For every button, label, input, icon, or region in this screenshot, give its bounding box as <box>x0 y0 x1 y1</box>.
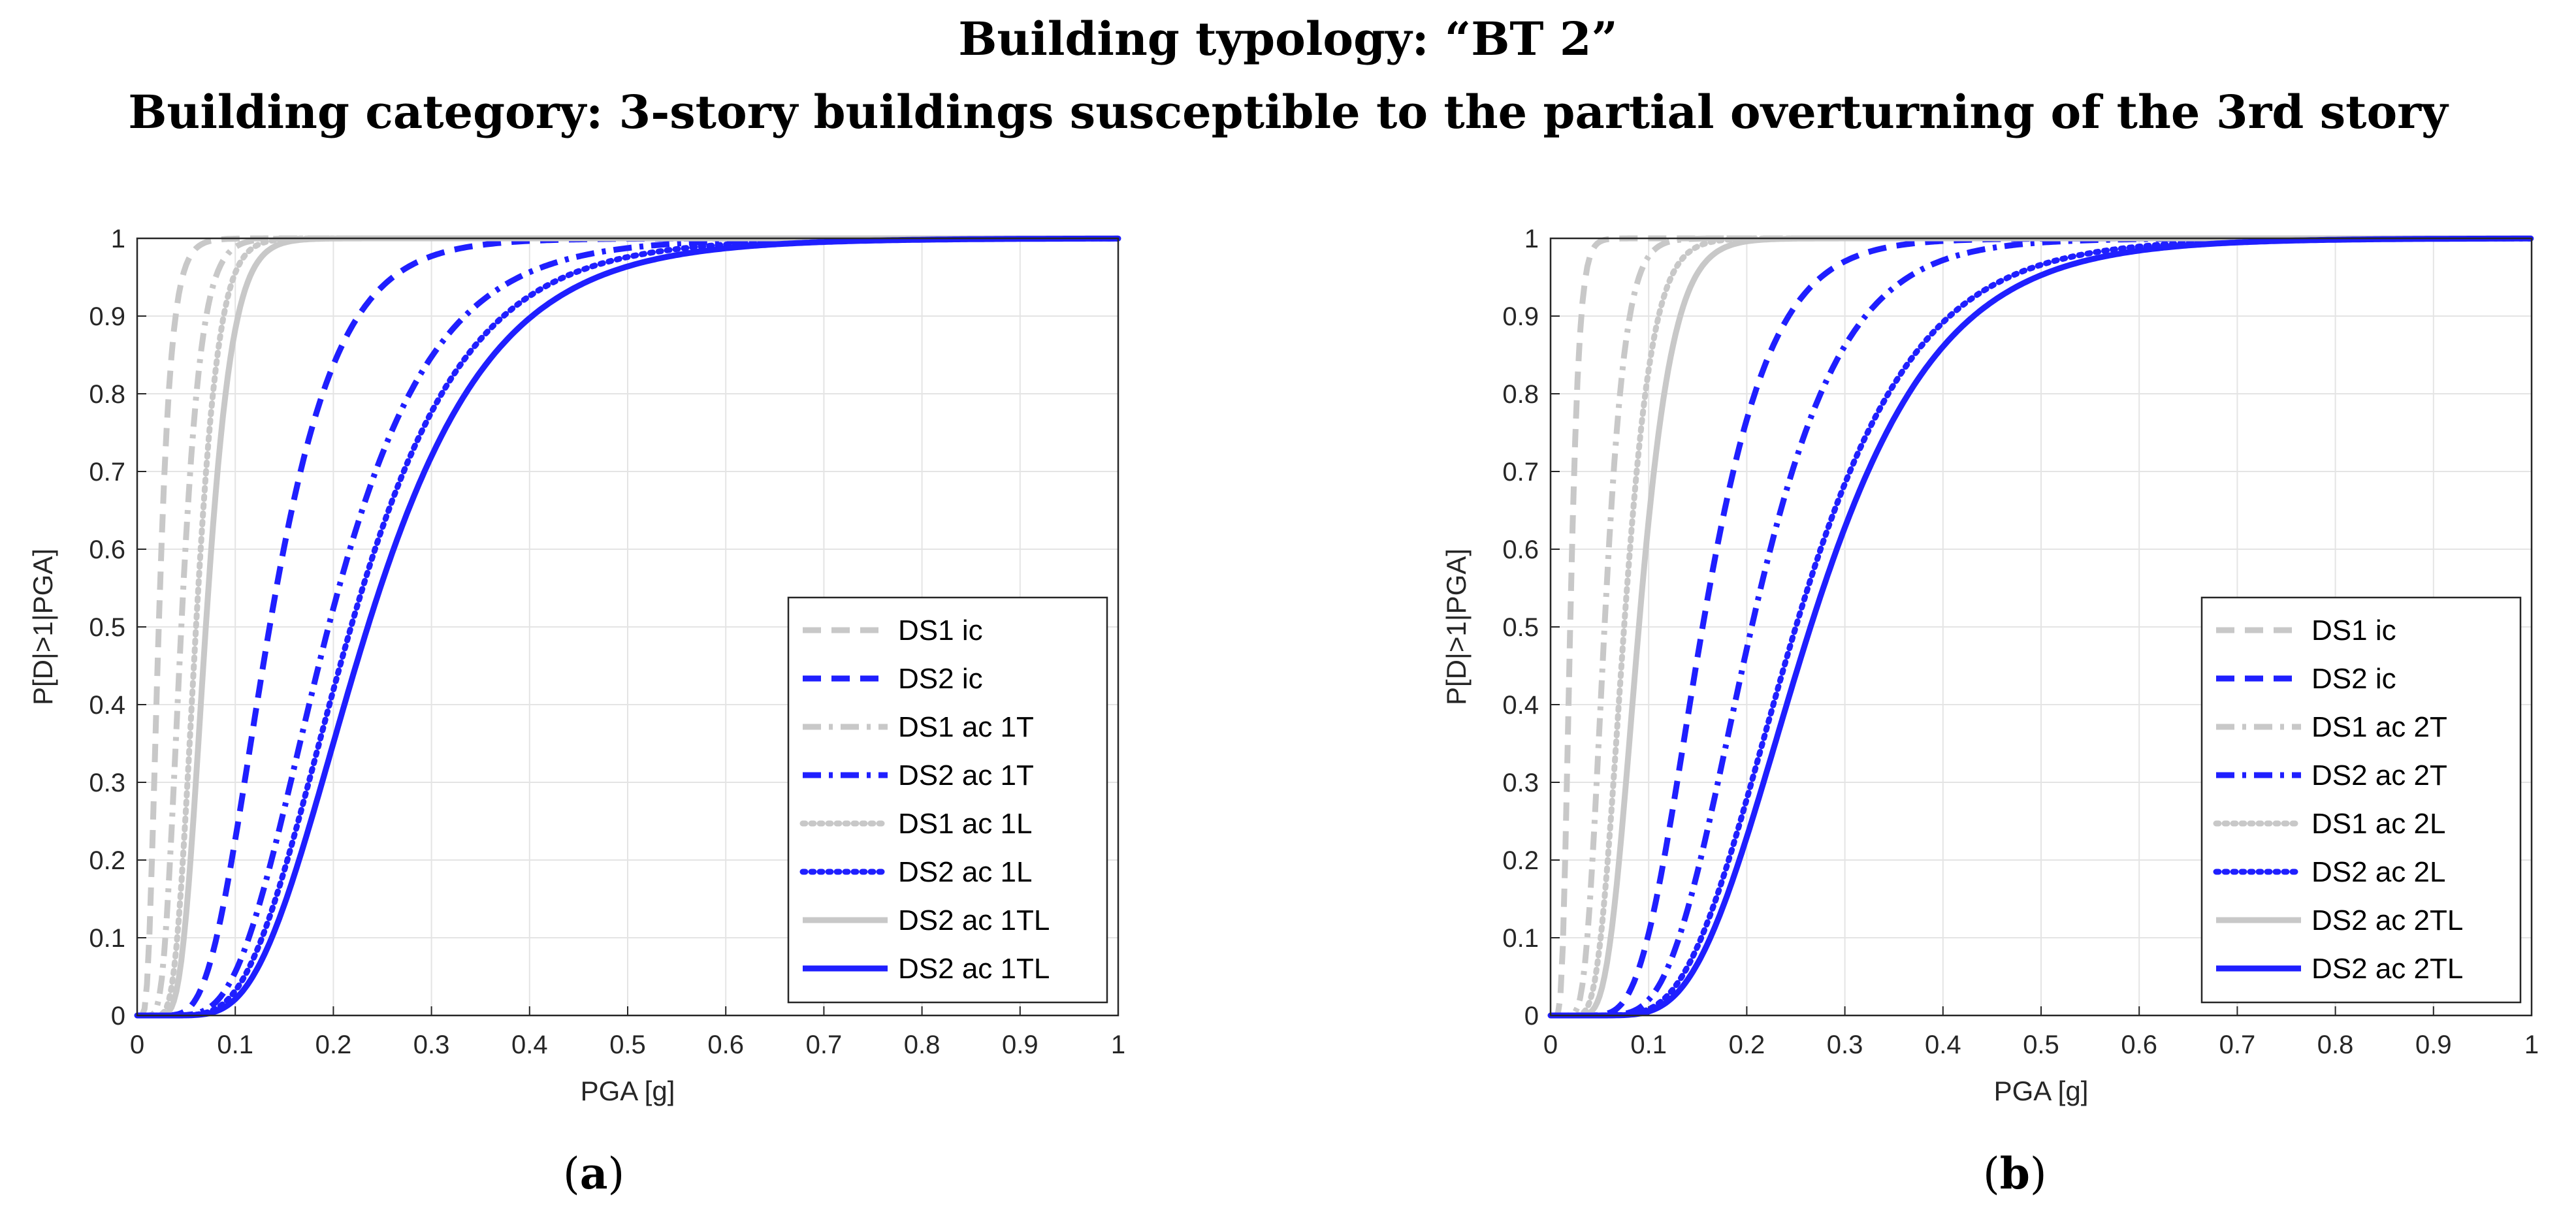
x-tick-label: 0.3 <box>413 1030 450 1059</box>
y-tick-label: 0.7 <box>89 458 125 487</box>
y-tick-label: 0.2 <box>89 846 125 875</box>
x-tick-label: 0.7 <box>2219 1030 2256 1059</box>
x-tick-label: 0.1 <box>1630 1030 1667 1059</box>
series-line <box>1551 235 2532 1019</box>
x-tick-label: 0 <box>130 1030 144 1059</box>
x-tick-label: 0.8 <box>2317 1030 2354 1059</box>
x-tick-label: 0.5 <box>2023 1030 2059 1059</box>
x-tick-label: 0 <box>1543 1030 1558 1059</box>
y-tick-label: 0.4 <box>1502 691 1539 720</box>
y-axis-label: P[D|>1|PGA] <box>1441 549 1472 705</box>
caption-b-letter: b <box>1999 1148 2030 1199</box>
legend-entry: DS2 ac 1TL <box>898 953 1050 985</box>
legend-entry: DS1 ic <box>2311 614 2396 646</box>
y-tick-label: 1 <box>1524 225 1539 253</box>
figure-title: Building typology: “BT 2” <box>958 12 1618 66</box>
series-line <box>1551 235 2532 1019</box>
x-tick-label: 1 <box>1111 1030 1125 1059</box>
x-tick-label: 0.2 <box>1729 1030 1765 1059</box>
legend-entry: DS2 ic <box>2311 663 2396 695</box>
y-tick-label: 0.1 <box>1502 924 1539 953</box>
y-tick-label: 0 <box>1524 1002 1539 1030</box>
y-tick-label: 0.4 <box>89 691 125 720</box>
legend-box <box>787 596 1108 1004</box>
x-tick-label: 0.3 <box>1827 1030 1863 1059</box>
caption-a-letter: a <box>579 1148 608 1199</box>
caption-b: (b) <box>1983 1148 2047 1199</box>
axes-frame <box>1549 237 2533 1017</box>
chart-b: 0 0.1 0.2 0.3 0.4 0.5 0.6 0.7 0.8 0.9 1 0 0.1 0.2 0.3 0… <box>1441 225 2539 1106</box>
y-tick-label: 0.8 <box>1502 380 1539 409</box>
y-axis-label: P[D|>1|PGA] <box>27 549 58 705</box>
legend-entry: DS2 ac 1L <box>898 856 1032 888</box>
legend-entry: DS2 ac 1T <box>898 759 1034 791</box>
legend-entry: DS2 ac 1TL <box>898 904 1050 936</box>
legend-entry: DS2 ic <box>898 663 983 695</box>
y-tick-label: 0.7 <box>1502 458 1539 487</box>
legend-entry: DS2 ac 2T <box>2311 759 2447 791</box>
x-tick-label: 0.4 <box>1925 1030 1961 1059</box>
y-tick-label: 0.9 <box>89 302 125 331</box>
legend-entry: DS1 ac 1T <box>898 711 1034 743</box>
legend-entry: DS2 ac 2TL <box>2311 953 2463 985</box>
y-tick-label: 1 <box>111 225 125 253</box>
y-tick-label: 0 <box>111 1002 125 1030</box>
y-tick-label: 0.6 <box>1502 535 1539 564</box>
x-tick-label: 0.9 <box>1002 1030 1038 1059</box>
y-tick-label: 0.1 <box>89 924 125 953</box>
legend-box <box>2200 596 2522 1004</box>
y-tick-label: 0.3 <box>89 769 125 797</box>
series-line <box>137 235 1118 1019</box>
y-tick-label: 0.9 <box>1502 302 1539 331</box>
x-tick-label: 1 <box>2524 1030 2539 1059</box>
y-tick-label: 0.5 <box>89 613 125 642</box>
legend-entry: DS1 ac 2L <box>2311 808 2445 840</box>
x-tick-label: 0.5 <box>609 1030 646 1059</box>
caption-a: (a) <box>563 1148 625 1199</box>
axes-frame <box>136 237 1119 1017</box>
x-axis-label: PGA [g] <box>581 1076 675 1106</box>
x-tick-label: 0.9 <box>2415 1030 2452 1059</box>
x-axis-label: PGA [g] <box>1994 1076 2089 1106</box>
figure-subtitle: Building category: 3-story buildings sus… <box>128 85 2448 139</box>
legend-entry: DS1 ac 1L <box>898 808 1032 840</box>
y-tick-label: 0.3 <box>1502 769 1539 797</box>
x-tick-label: 0.1 <box>217 1030 253 1059</box>
x-tick-label: 0.4 <box>511 1030 548 1059</box>
legend-entry: DS1 ic <box>898 614 983 646</box>
y-tick-label: 0.6 <box>89 535 125 564</box>
x-tick-label: 0.6 <box>707 1030 744 1059</box>
x-tick-label: 0.8 <box>904 1030 941 1059</box>
legend-entry: DS2 ac 2L <box>2311 856 2445 888</box>
x-tick-label: 0.6 <box>2121 1030 2157 1059</box>
x-tick-label: 0.2 <box>315 1030 352 1059</box>
x-tick-label: 0.7 <box>806 1030 843 1059</box>
legend-entry: DS1 ac 2T <box>2311 711 2447 743</box>
y-tick-label: 0.8 <box>89 380 125 409</box>
chart-a: 0 0.1 0.2 0.3 0.4 0.5 0.6 0.7 0.8 0.9 1 0 0.1 0.2 0.3 0… <box>27 225 1125 1106</box>
y-tick-label: 0.2 <box>1502 846 1539 875</box>
legend-entry: DS2 ac 2TL <box>2311 904 2463 936</box>
y-tick-label: 0.5 <box>1502 613 1539 642</box>
